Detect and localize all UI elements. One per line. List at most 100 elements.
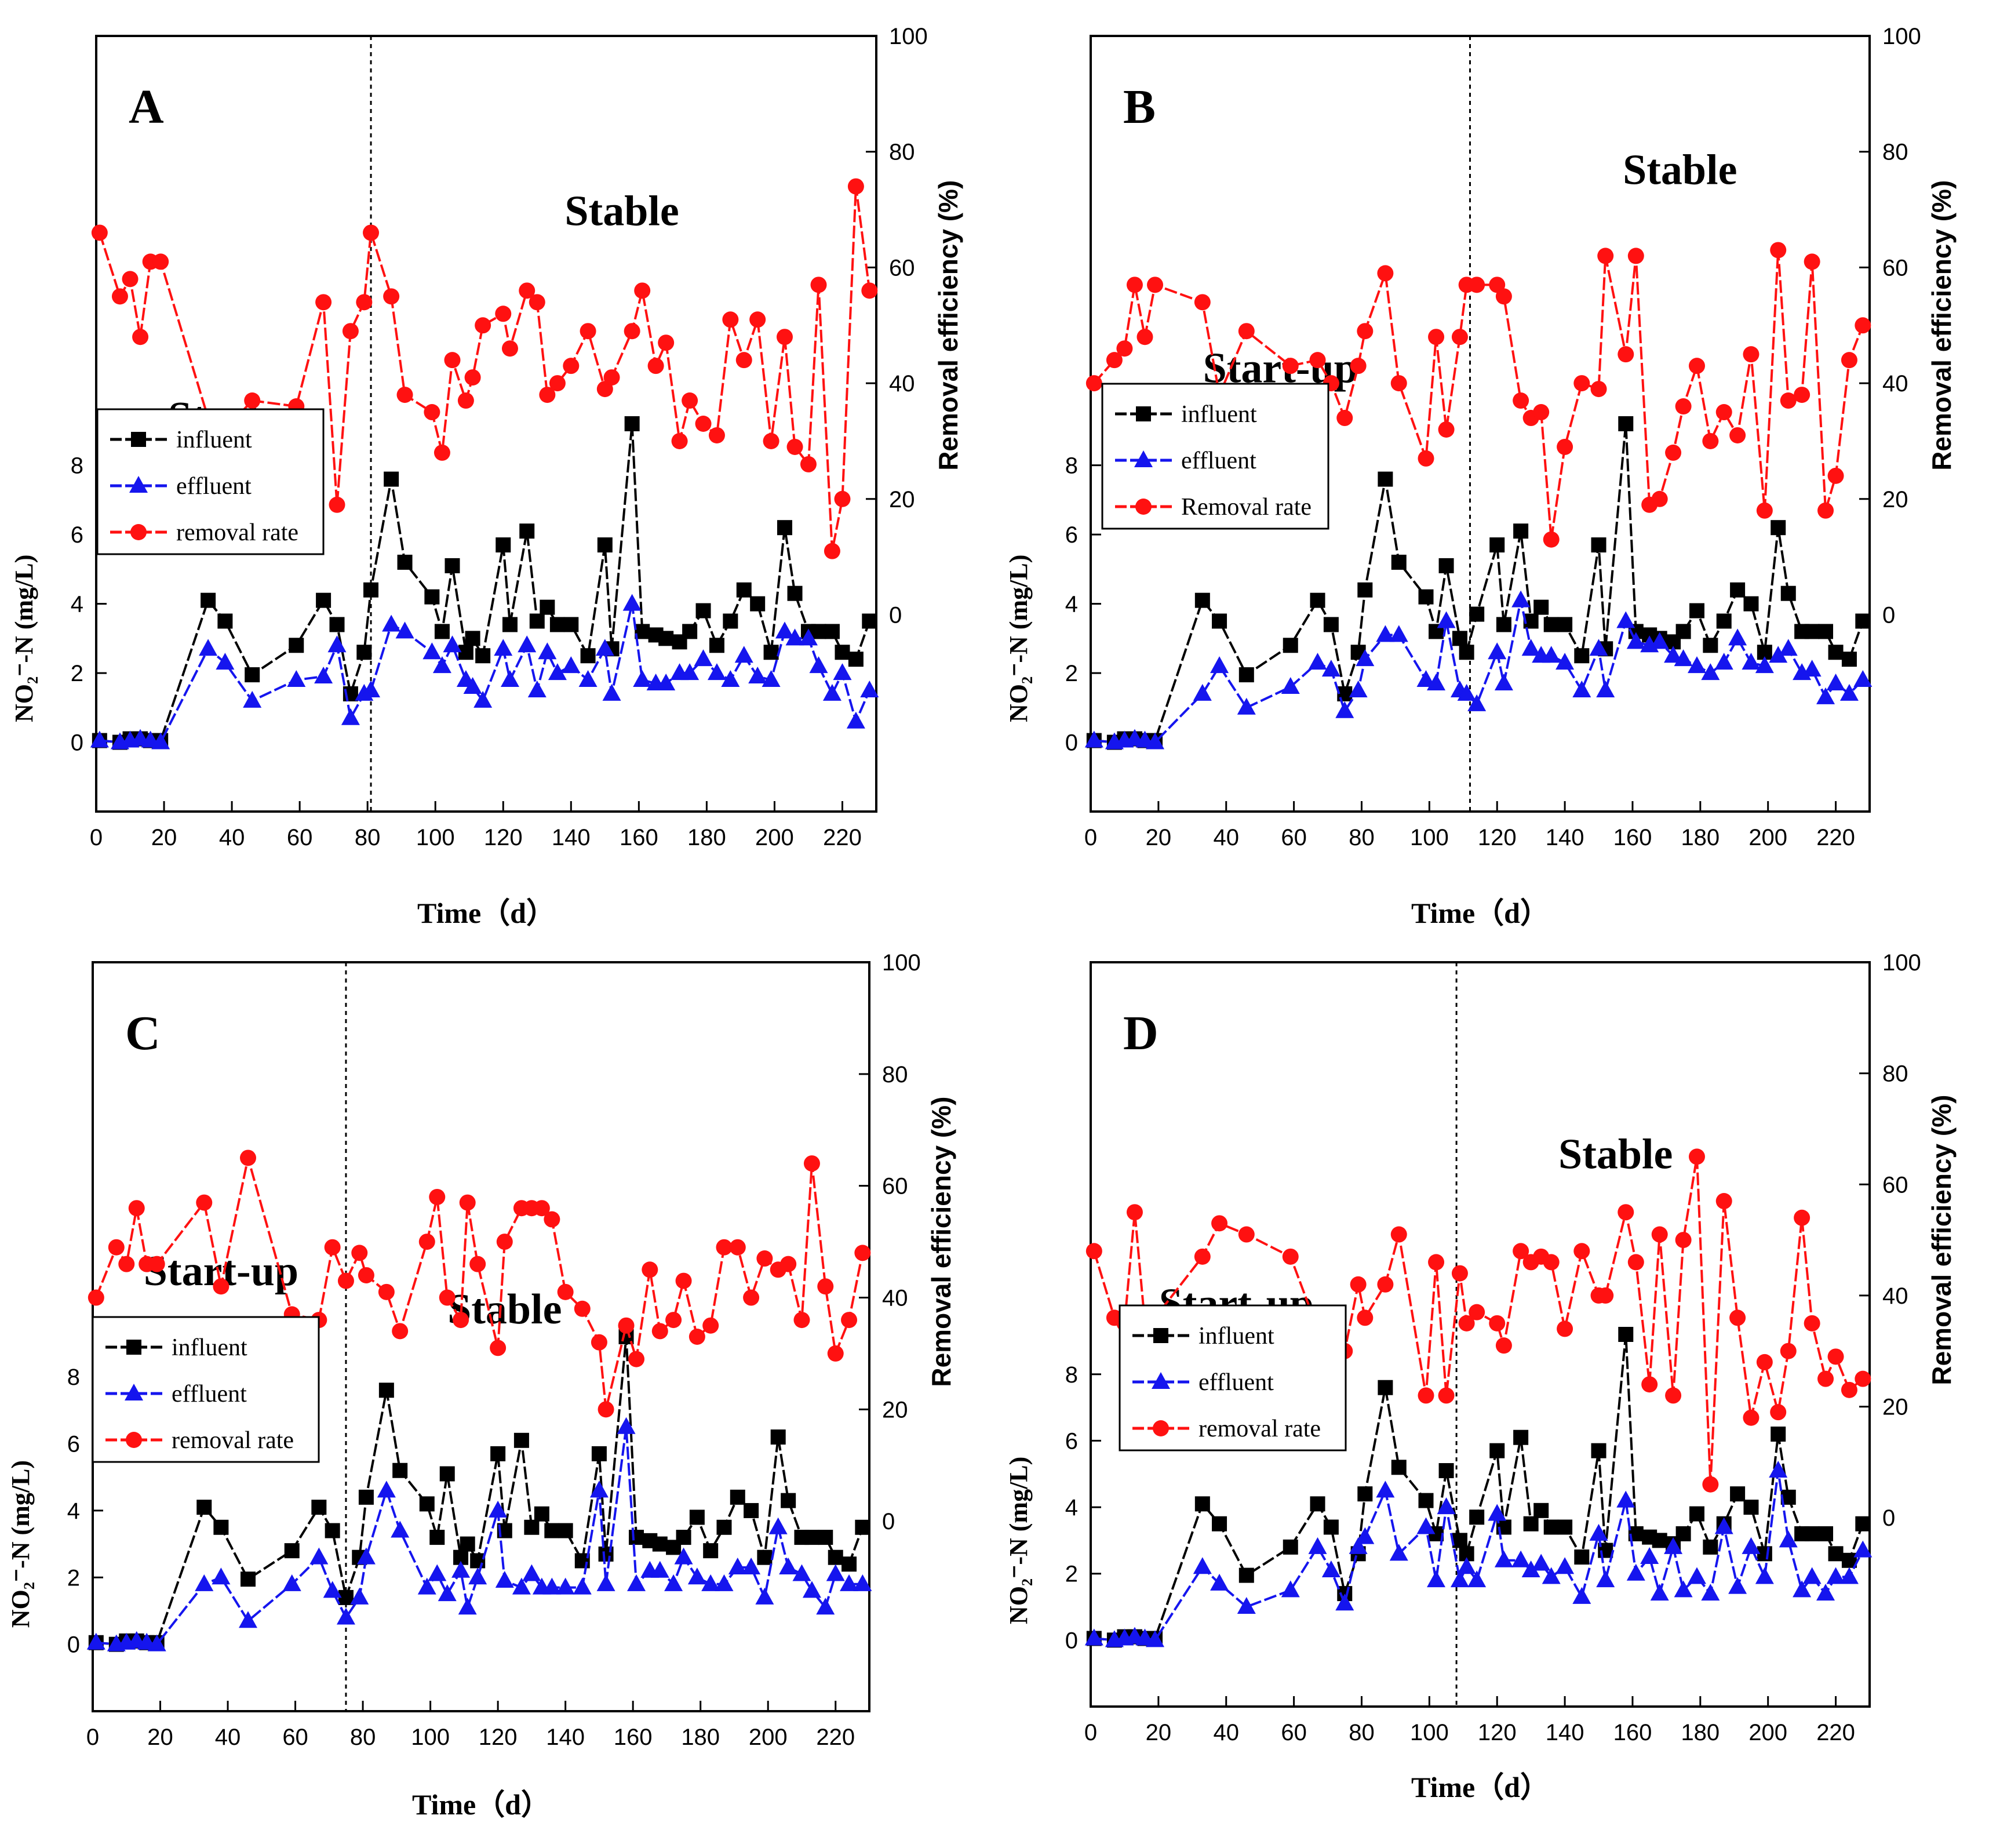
data-point <box>148 1256 165 1272</box>
data-point <box>1802 660 1822 677</box>
data-point <box>284 1543 300 1559</box>
data-point <box>1283 1539 1298 1555</box>
data-point <box>846 711 865 729</box>
data-point <box>763 645 779 660</box>
y-left-tick-label: 6 <box>71 522 83 548</box>
y-right-tick-label: 60 <box>882 1174 908 1199</box>
y-left-tick-label: 2 <box>1065 1562 1078 1587</box>
data-point <box>1689 603 1704 619</box>
data-point <box>781 1493 796 1508</box>
legend-label: Removal rate <box>1181 494 1312 521</box>
y-left-tick-label: 6 <box>1065 522 1078 548</box>
data-point <box>1855 1370 1871 1387</box>
data-point <box>1310 1496 1325 1512</box>
data-point <box>1377 1276 1394 1293</box>
data-point <box>1770 1404 1787 1421</box>
data-point <box>687 1567 706 1585</box>
x-tick-label: 80 <box>1349 825 1375 850</box>
data-point <box>1489 1443 1505 1458</box>
data-point <box>527 680 547 697</box>
data-point <box>768 1517 788 1534</box>
data-point <box>749 311 766 328</box>
data-point <box>1428 1254 1445 1271</box>
data-point <box>151 732 170 750</box>
data-point <box>1729 427 1746 443</box>
phase-label: Stable <box>564 188 679 235</box>
y-right-tick-label: 0 <box>882 1509 895 1534</box>
data-point <box>341 708 360 725</box>
data-point <box>624 416 640 431</box>
data-point <box>1730 582 1746 598</box>
data-point <box>816 1598 835 1615</box>
data-point <box>1495 1337 1512 1354</box>
data-point <box>834 490 851 507</box>
data-point <box>458 1598 477 1615</box>
data-point <box>311 1500 327 1515</box>
y-left-tick-label: 2 <box>67 1565 80 1591</box>
data-point <box>1147 277 1164 293</box>
data-point <box>1572 1587 1591 1604</box>
data-point <box>1626 632 1645 649</box>
data-point <box>1651 1226 1668 1243</box>
data-point <box>529 613 545 629</box>
data-point <box>770 1429 786 1445</box>
legend-label: removal rate <box>172 1427 294 1454</box>
data-point <box>463 676 482 694</box>
data-point <box>862 613 877 629</box>
data-point <box>776 329 793 345</box>
data-point <box>1126 277 1143 293</box>
data-point <box>716 1239 733 1256</box>
data-point <box>1714 1517 1733 1534</box>
x-tick-label: 20 <box>1146 825 1172 850</box>
data-point <box>1452 1533 1467 1548</box>
data-point <box>1427 1570 1446 1588</box>
data-point <box>1309 352 1326 369</box>
data-point <box>598 1401 614 1418</box>
data-point <box>1651 490 1668 507</box>
data-point <box>1212 613 1227 629</box>
data-point <box>396 387 413 403</box>
data-point <box>1282 358 1299 374</box>
y-right-tick-label: 40 <box>882 1286 908 1311</box>
data-point <box>652 1536 668 1552</box>
data-point <box>1193 683 1212 701</box>
data-point <box>1618 1204 1634 1221</box>
legend-marker <box>126 1340 141 1355</box>
data-point <box>809 656 828 674</box>
data-point <box>309 1547 329 1565</box>
data-point <box>544 1211 560 1228</box>
data-point <box>826 1564 845 1581</box>
data-point <box>804 1530 819 1545</box>
data-point <box>828 1549 843 1565</box>
data-point <box>847 178 864 195</box>
data-point <box>519 523 535 539</box>
data-point <box>1743 1409 1760 1426</box>
data-point <box>1194 1248 1211 1265</box>
data-point <box>674 1547 693 1565</box>
data-point <box>201 592 216 608</box>
data-point <box>1335 701 1354 718</box>
data-point <box>1627 248 1644 264</box>
y-right-tick-label: 60 <box>889 255 915 281</box>
data-point <box>777 520 792 536</box>
data-point <box>1146 1630 1165 1647</box>
y-left-tick-label: 4 <box>67 1498 80 1524</box>
data-point <box>1572 680 1591 697</box>
legend-label: influent <box>1198 1323 1274 1349</box>
y-right-tick-label: 20 <box>1882 487 1908 512</box>
data-point <box>350 1587 369 1605</box>
data-point <box>470 1553 486 1569</box>
data-point <box>351 1245 368 1261</box>
y-right-tick-label: 20 <box>889 487 915 512</box>
data-point <box>439 1289 456 1306</box>
data-point <box>518 635 537 653</box>
data-point <box>1715 1193 1732 1210</box>
data-point <box>1488 1504 1507 1521</box>
data-point <box>444 352 461 369</box>
data-point <box>1794 1209 1811 1226</box>
x-axis-title: Time（d） <box>412 1788 550 1821</box>
data-point <box>549 375 566 392</box>
data-point <box>1716 613 1732 629</box>
data-point <box>1771 520 1786 536</box>
y-left-tick-label: 2 <box>1065 661 1078 686</box>
